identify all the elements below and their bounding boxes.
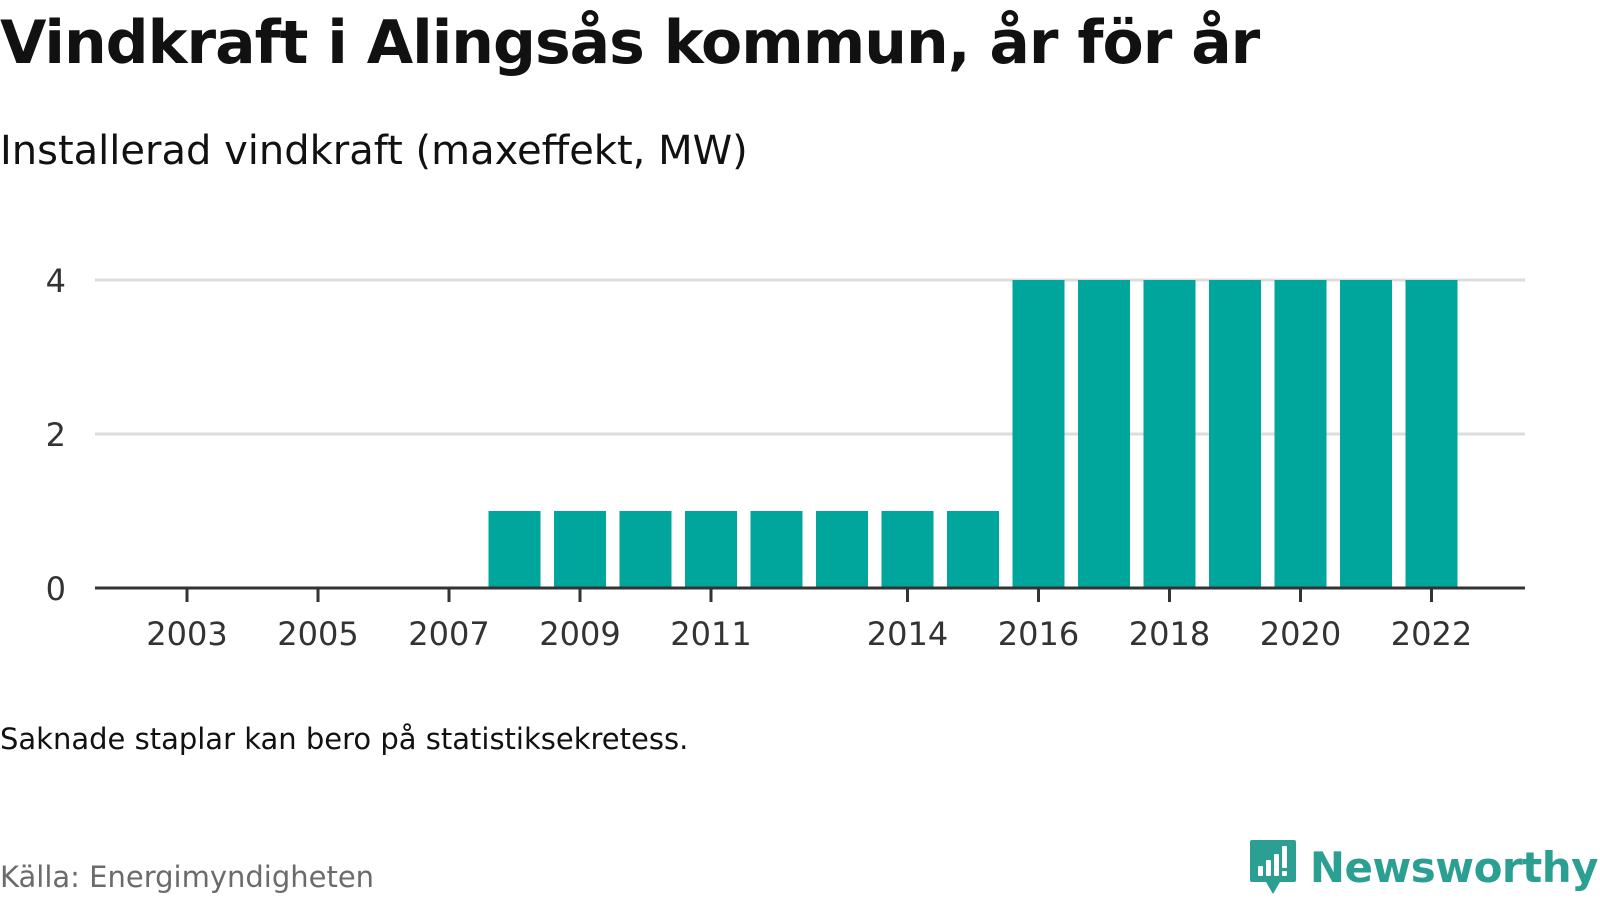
x-tick-label: 2005 <box>277 615 358 653</box>
brand-name: Newsworthy <box>1309 842 1599 892</box>
y-tick-label: 0 <box>46 570 66 608</box>
x-tick-label: 2018 <box>1129 615 1210 653</box>
y-tick-label: 4 <box>46 262 66 300</box>
y-tick-label: 2 <box>46 416 66 454</box>
source-label: Källa: Energimyndigheten <box>0 860 375 894</box>
x-tick-label: 2020 <box>1260 615 1341 653</box>
x-tick-label: 2011 <box>670 615 751 653</box>
bar-2018 <box>1143 280 1196 588</box>
bar-2013 <box>816 511 868 588</box>
x-tick-label: 2007 <box>408 615 489 653</box>
chart-title: Vindkraft i Alingsås kommun, år för år <box>0 8 1260 78</box>
x-tick-label: 2014 <box>867 615 948 653</box>
bar-2010 <box>619 511 672 588</box>
bar-2012 <box>750 511 803 588</box>
chart-subtitle: Installerad vindkraft (maxeffekt, MW) <box>0 128 748 174</box>
x-tick-label: 2022 <box>1391 615 1472 653</box>
bar-2016 <box>1012 280 1065 588</box>
bar-2008 <box>488 511 541 588</box>
brand-logo: Newsworthy <box>1248 838 1599 896</box>
bar-2015 <box>947 511 999 588</box>
bar-2011 <box>685 511 737 588</box>
x-tick-label: 2009 <box>539 615 620 653</box>
bar-2022 <box>1405 280 1458 588</box>
footnote: Saknade staplar kan bero på statistiksek… <box>0 722 689 756</box>
bar-2020 <box>1274 280 1327 588</box>
bar-chart: 0 2 4 2003 2005 2007 2009 2011 2014 2016 2018 2020 2… <box>46 262 1525 653</box>
bar-2017 <box>1078 280 1130 588</box>
newsworthy-logo-icon <box>1249 840 1296 894</box>
bar-2014 <box>881 511 934 588</box>
x-tick-label: 2016 <box>998 615 1079 653</box>
bar-2009 <box>554 511 606 588</box>
bar-2021 <box>1340 280 1392 588</box>
x-tick-label: 2003 <box>146 615 227 653</box>
bar-2019 <box>1209 280 1261 588</box>
